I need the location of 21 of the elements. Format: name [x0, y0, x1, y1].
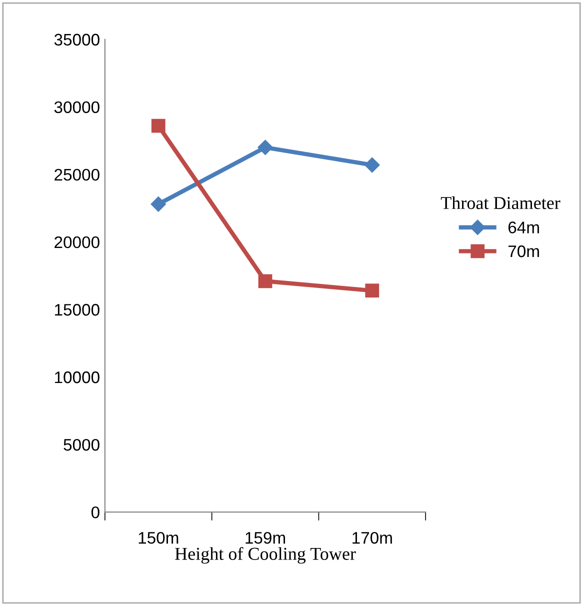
point — [151, 118, 166, 133]
y-tick-label: 15000 — [55, 304, 100, 316]
x-axis-title: Height of Cooling Tower — [175, 547, 356, 564]
legend-label: 70m — [508, 245, 539, 258]
point — [258, 140, 273, 155]
point — [150, 196, 166, 212]
x-tick-label: 150m — [138, 532, 178, 544]
y-tick-label: 10000 — [55, 371, 100, 384]
legend-title: Throat Diameter — [440, 196, 560, 210]
point — [258, 274, 272, 288]
y-tick-label: 20000 — [54, 236, 100, 248]
y-tick-label: 30000 — [54, 101, 100, 114]
point — [365, 284, 380, 298]
y-tick-label: 35000 — [54, 34, 100, 46]
legend-label: 64m — [508, 222, 539, 234]
y-tick-label: 25000 — [54, 168, 100, 181]
y-tick-label: 5000 — [64, 438, 100, 451]
x-tick-label: 159m — [246, 532, 286, 544]
point — [364, 157, 380, 173]
y-tick-label: 0 — [91, 506, 100, 518]
x-tick-label: 170m — [352, 532, 392, 544]
